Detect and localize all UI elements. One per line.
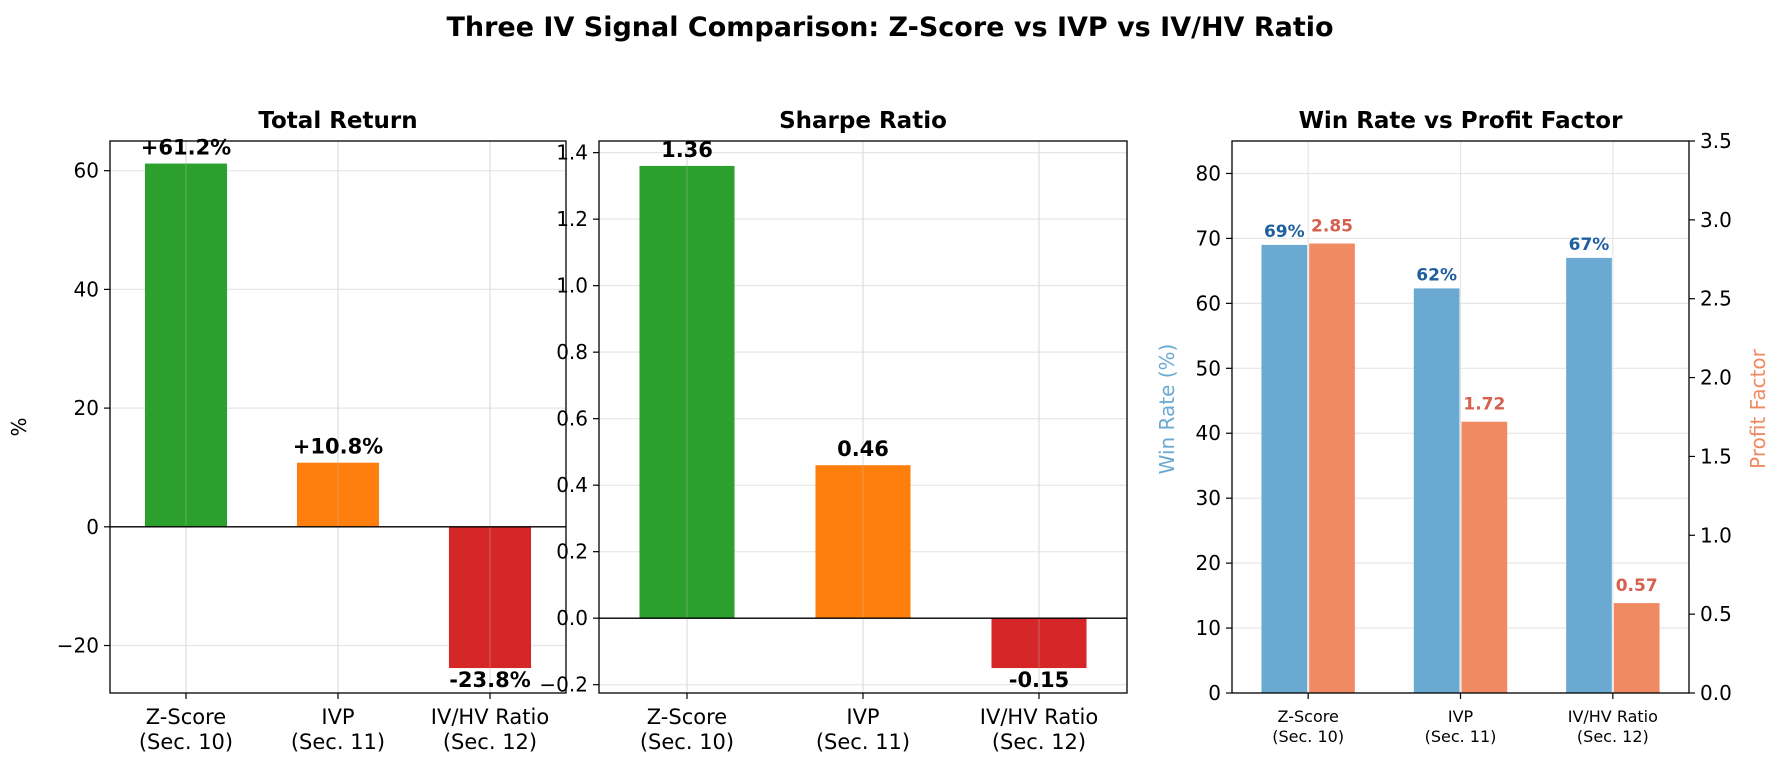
sharpe-chart-ytick-label: 1.0	[556, 274, 588, 298]
winrate-profit-chart-ytick-label-left: 50	[1196, 356, 1221, 380]
winrate-profit-chart-ytick-label-right: 3.0	[1700, 208, 1732, 232]
return-chart-xtick-label: Z-Score (Sec. 10)	[139, 705, 233, 754]
winrate-profit-chart-xtick-label: IVP (Sec. 11)	[1425, 707, 1497, 746]
winrate-profit-chart-ytick-label-left: 60	[1196, 291, 1221, 315]
winrate-profit-chart-ytick-label-left: 20	[1196, 551, 1221, 575]
winrate-profit-chart-ytick-label-left: 80	[1196, 161, 1221, 185]
sharpe-chart-ytick-label: 0.8	[556, 340, 588, 364]
return-chart-xtick-label: IV/HV Ratio (Sec. 12)	[431, 705, 549, 754]
winrate-profit-chart-ytick-label-right: 1.5	[1700, 444, 1732, 468]
sharpe-chart-ytick-label: 0.2	[556, 540, 588, 564]
sharpe-chart-data-label: 1.36	[661, 138, 713, 162]
sharpe-chart-ytick-label: −0.2	[539, 673, 588, 697]
sharpe-chart-data-label: 0.46	[837, 437, 889, 461]
sharpe-chart-ytick-label: 1.4	[556, 141, 588, 165]
return-chart-ytick-label: 0	[86, 515, 99, 539]
winrate-profit-chart-ytick-label-left: 70	[1196, 226, 1221, 250]
figure-title: Three IV Signal Comparison: Z-Score vs I…	[446, 12, 1333, 43]
return-chart-title: Total Return	[258, 108, 417, 134]
winrate-profit-chart-ytick-label-left: 10	[1196, 616, 1221, 640]
return-chart-data-label: -23.8%	[449, 668, 531, 692]
return-chart-data-label: +61.2%	[141, 136, 231, 160]
winrate-profit-chart-winrate-bar	[1413, 288, 1460, 693]
winrate-profit-chart-winrate-label: 67%	[1569, 235, 1610, 255]
winrate-profit-chart-winrate-bar	[1566, 257, 1612, 693]
winrate-profit-chart-winrate-label: 69%	[1264, 222, 1305, 242]
winrate-profit-chart-ytick-label-right: 0.0	[1700, 681, 1732, 705]
winrate-profit-chart-ylabel-left: Win Rate (%)	[1155, 344, 1179, 475]
winrate-profit-chart-profit-label: 0.57	[1616, 576, 1658, 596]
sharpe-chart-data-label: -0.15	[1009, 668, 1070, 692]
sharpe-chart-xtick-label: IV/HV Ratio (Sec. 12)	[980, 705, 1098, 754]
winrate-profit-chart-ytick-label-right: 2.0	[1700, 366, 1732, 390]
winrate-profit-chart-ytick-label-left: 40	[1196, 421, 1221, 445]
winrate-profit-chart-winrate-label: 62%	[1416, 265, 1457, 285]
winrate-profit-chart-ytick-label-right: 3.5	[1700, 129, 1732, 153]
return-chart-bar	[448, 526, 532, 669]
winrate-profit-chart-ylabel-right: Profit Factor	[1746, 348, 1770, 469]
winrate-profit-chart: 69% 2.85 62% 1.72 67% 0.57 0 10 20 30 40 50 60 70 80 0.…	[1155, 108, 1770, 705]
sharpe-chart-bar	[639, 165, 735, 619]
sharpe-chart-title: Sharpe Ratio	[779, 108, 947, 134]
winrate-profit-chart-ytick-label-left: 0	[1208, 681, 1221, 705]
winrate-profit-chart-xtick-label: Z-Score (Sec. 10)	[1272, 707, 1344, 746]
return-chart-xtick-label: IVP (Sec. 11)	[291, 705, 385, 754]
return-chart-ytick-label: 60	[74, 159, 99, 183]
winrate-profit-chart-profit-bar	[1461, 421, 1508, 693]
winrate-profit-chart-ytick-label-right: 1.0	[1700, 523, 1732, 547]
winrate-profit-chart-profit-label: 1.72	[1463, 395, 1505, 415]
sharpe-chart-ytick-label: 0.0	[556, 606, 588, 630]
return-chart-bar	[296, 462, 380, 527]
return-chart-data-label: +10.8%	[293, 435, 383, 459]
winrate-profit-chart-ytick-label-left: 30	[1196, 486, 1221, 510]
winrate-profit-chart-xtick-label: IV/HV Ratio (Sec. 12)	[1568, 707, 1658, 746]
sharpe-chart-xtick-label: IVP (Sec. 11)	[816, 705, 910, 754]
return-chart-ytick-label: 40	[74, 277, 99, 301]
return-chart-bar	[144, 163, 228, 527]
winrate-profit-chart-ytick-label-right: 0.5	[1700, 602, 1732, 626]
sharpe-chart: 1.36 0.46 -0.15 −0.2 0.0 0.2 0.4 0.6 0.8 1.0 1.2 1.…	[539, 108, 1128, 697]
winrate-profit-chart-profit-label: 2.85	[1311, 217, 1353, 237]
return-chart-ytick-label: 20	[74, 396, 99, 420]
return-chart-ylabel: %	[7, 417, 31, 436]
winrate-profit-chart-ytick-label-right: 2.5	[1700, 287, 1732, 311]
return-chart: +61.2% +10.8% -23.8% −20 0 20 40 60 Total Return…	[7, 108, 567, 694]
sharpe-chart-ytick-label: 1.2	[556, 207, 588, 231]
sharpe-chart-ytick-label: 0.4	[556, 473, 588, 497]
sharpe-chart-xtick-label: Z-Score (Sec. 10)	[640, 705, 734, 754]
winrate-profit-chart-title: Win Rate vs Profit Factor	[1299, 108, 1624, 134]
winrate-profit-chart-profit-bar	[1613, 603, 1660, 693]
winrate-profit-chart-profit-bar	[1309, 243, 1355, 693]
sharpe-chart-bar	[991, 618, 1087, 669]
return-chart-ytick-label: −20	[57, 634, 99, 658]
winrate-profit-chart-winrate-bar	[1261, 244, 1308, 693]
sharpe-chart-bar	[815, 465, 911, 619]
sharpe-chart-ytick-label: 0.6	[556, 407, 588, 431]
